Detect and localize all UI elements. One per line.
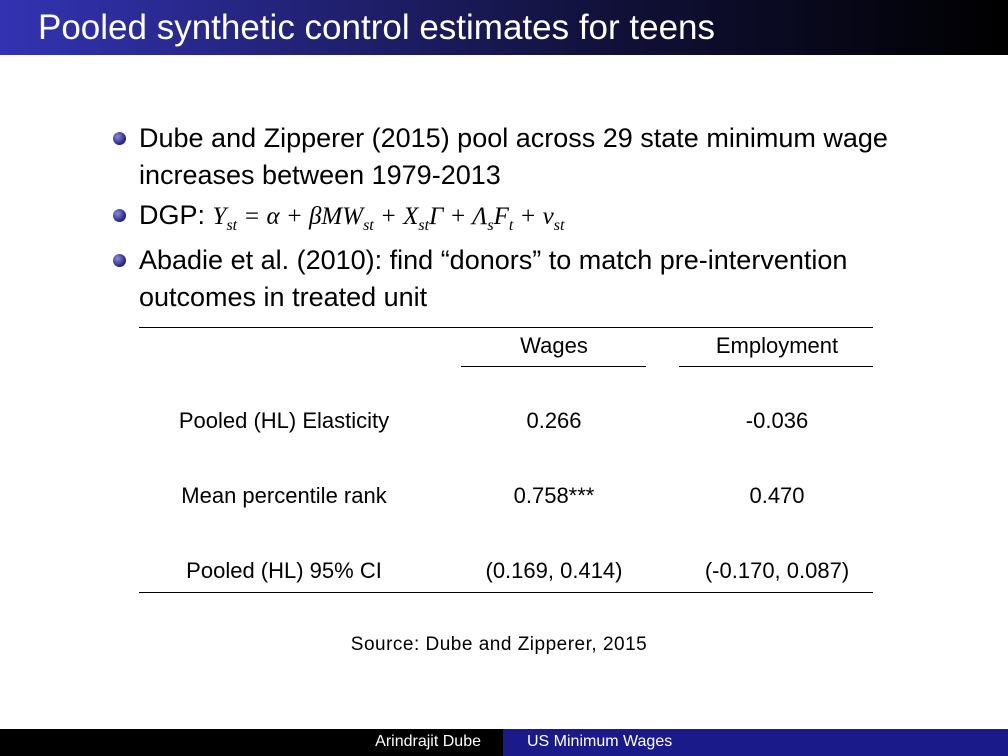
formula-subscript: st <box>363 217 374 234</box>
bullet-dot <box>113 132 126 145</box>
bullet: Abadie et al. (2010): find “donors” to m… <box>113 242 939 316</box>
bullet-dot <box>113 209 126 222</box>
formula-subscript: st <box>418 217 430 234</box>
table-cell: 0.470 <box>749 483 805 508</box>
formula-subscript: st <box>553 217 565 234</box>
formula-term: F <box>493 203 509 230</box>
formula-subscript: s <box>487 217 494 234</box>
slide-title: Pooled synthetic control estimates for t… <box>38 8 716 47</box>
footer-title: US Minimum Wages <box>527 733 673 750</box>
row-label: Pooled (HL) Elasticity <box>178 408 390 433</box>
column-rule <box>679 366 873 367</box>
formula-subscript: t <box>508 217 514 234</box>
footer-left: Arindrajit Dube <box>0 729 503 756</box>
footer-right: US Minimum Wages <box>503 729 1008 756</box>
formula-term: Γ + Λ <box>429 203 488 230</box>
formula-term: + X <box>373 203 419 230</box>
source-note: Source: Dube and Zipperer, 2015 <box>350 634 648 655</box>
table-cell: 0.266 <box>526 408 582 433</box>
bullet-dot <box>113 254 126 267</box>
column-rule <box>461 366 646 367</box>
table-cell: (-0.170, 0.087) <box>704 558 850 583</box>
table-rule <box>139 592 873 593</box>
table-cell: -0.036 <box>745 408 809 433</box>
row-label: Pooled (HL) 95% CI <box>186 558 382 583</box>
bullet-text: DGP: <box>139 200 206 230</box>
bullet-text: Abadie et al. (2010): find “donors” to m… <box>139 245 848 312</box>
bullet: DGP: Yst = α + βMWst + XstΓ + ΛsFt + νst <box>113 197 939 244</box>
column-header: Employment <box>715 333 839 358</box>
table-cell: (0.169, 0.414) <box>485 558 623 583</box>
formula-term: + ν <box>513 203 554 230</box>
bullet-text: Dube and Zipperer (2015) pool across 29 … <box>139 123 888 190</box>
table-rule <box>139 327 873 328</box>
bullet: Dube and Zipperer (2015) pool across 29 … <box>113 120 939 194</box>
row-label: Mean percentile rank <box>181 483 387 508</box>
formula: Yst = α + βMWst + XstΓ + ΛsFt + νst <box>212 203 565 234</box>
header-bar: Pooled synthetic control estimates for t… <box>0 0 1008 55</box>
footer-author: Arindrajit Dube <box>375 733 481 750</box>
table-cell: 0.758*** <box>513 483 595 508</box>
column-header: Wages <box>520 333 588 358</box>
formula-term: = α + βMW <box>237 203 364 230</box>
formula-term: Y <box>212 203 227 230</box>
formula-subscript: st <box>226 217 238 234</box>
